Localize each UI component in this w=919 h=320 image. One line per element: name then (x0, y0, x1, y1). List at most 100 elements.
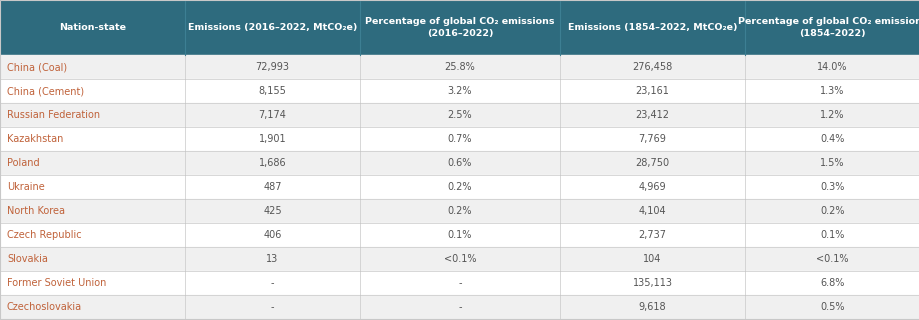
Text: 0.1%: 0.1% (820, 230, 844, 240)
Bar (560, 223, 744, 247)
Bar (744, 247, 919, 271)
Bar (0, 0, 185, 55)
Text: North Korea: North Korea (7, 206, 65, 216)
Text: Former Soviet Union: Former Soviet Union (7, 278, 107, 288)
Text: 0.5%: 0.5% (820, 302, 844, 312)
Text: Emissions (2016–2022, MtCO₂e): Emissions (2016–2022, MtCO₂e) (187, 23, 357, 32)
Text: China (Cement): China (Cement) (7, 86, 84, 96)
Text: 1.3%: 1.3% (820, 86, 844, 96)
Text: 3.2%: 3.2% (448, 86, 471, 96)
Text: 14.0%: 14.0% (816, 62, 846, 72)
Text: Czech Republic: Czech Republic (7, 230, 82, 240)
Text: -: - (270, 302, 274, 312)
Text: 0.3%: 0.3% (820, 182, 844, 192)
Bar (744, 79, 919, 103)
Bar (185, 127, 359, 151)
Text: -: - (270, 278, 274, 288)
Bar (359, 271, 560, 295)
Bar (744, 127, 919, 151)
Text: Kazakhstan: Kazakhstan (7, 134, 63, 144)
Bar (0, 199, 185, 223)
Text: 4,104: 4,104 (638, 206, 665, 216)
Bar (744, 223, 919, 247)
Bar (744, 271, 919, 295)
Text: Slovakia: Slovakia (7, 254, 48, 264)
Text: Poland: Poland (7, 158, 40, 168)
Text: 0.6%: 0.6% (448, 158, 471, 168)
Bar (744, 55, 919, 79)
Bar (0, 55, 185, 79)
Text: 425: 425 (263, 206, 281, 216)
Bar (359, 223, 560, 247)
Text: 135,113: 135,113 (632, 278, 672, 288)
Bar (0, 151, 185, 175)
Text: 0.2%: 0.2% (448, 182, 471, 192)
Text: 0.2%: 0.2% (448, 206, 471, 216)
Bar (359, 79, 560, 103)
Bar (0, 103, 185, 127)
Bar (0, 79, 185, 103)
Text: 1,686: 1,686 (258, 158, 286, 168)
Text: 276,458: 276,458 (631, 62, 672, 72)
Text: Nation-state: Nation-state (59, 23, 126, 32)
Bar (560, 0, 744, 55)
Text: 23,412: 23,412 (635, 110, 669, 120)
Text: 487: 487 (263, 182, 281, 192)
Bar (0, 223, 185, 247)
Bar (359, 0, 560, 55)
Bar (744, 199, 919, 223)
Bar (560, 247, 744, 271)
Bar (185, 55, 359, 79)
Bar (560, 271, 744, 295)
Bar (359, 55, 560, 79)
Text: 1,901: 1,901 (258, 134, 286, 144)
Text: -: - (458, 302, 461, 312)
Bar (0, 295, 185, 319)
Bar (185, 247, 359, 271)
Bar (185, 79, 359, 103)
Text: Percentage of global CO₂ emissions
(2016–2022): Percentage of global CO₂ emissions (2016… (365, 18, 554, 37)
Bar (185, 0, 359, 55)
Bar (185, 271, 359, 295)
Bar (0, 175, 185, 199)
Bar (744, 295, 919, 319)
Text: Russian Federation: Russian Federation (7, 110, 100, 120)
Bar (560, 151, 744, 175)
Text: 0.7%: 0.7% (448, 134, 471, 144)
Bar (185, 175, 359, 199)
Text: Percentage of global CO₂ emissions
(1854–2022): Percentage of global CO₂ emissions (1854… (737, 18, 919, 37)
Text: <0.1%: <0.1% (443, 254, 476, 264)
Bar (0, 247, 185, 271)
Bar (359, 247, 560, 271)
Text: 406: 406 (263, 230, 281, 240)
Text: 8,155: 8,155 (258, 86, 286, 96)
Bar (560, 199, 744, 223)
Text: 4,969: 4,969 (638, 182, 665, 192)
Text: 25.8%: 25.8% (444, 62, 475, 72)
Text: 0.2%: 0.2% (820, 206, 844, 216)
Bar (359, 175, 560, 199)
Bar (359, 103, 560, 127)
Text: 7,174: 7,174 (258, 110, 286, 120)
Text: <0.1%: <0.1% (815, 254, 848, 264)
Bar (744, 175, 919, 199)
Bar (744, 0, 919, 55)
Text: 1.2%: 1.2% (820, 110, 844, 120)
Bar (359, 127, 560, 151)
Text: 0.1%: 0.1% (448, 230, 471, 240)
Text: 6.8%: 6.8% (820, 278, 844, 288)
Bar (359, 199, 560, 223)
Bar (185, 199, 359, 223)
Text: 13: 13 (267, 254, 278, 264)
Bar (0, 271, 185, 295)
Text: 1.5%: 1.5% (820, 158, 844, 168)
Text: 104: 104 (642, 254, 661, 264)
Bar (560, 79, 744, 103)
Text: Emissions (1854–2022, MtCO₂e): Emissions (1854–2022, MtCO₂e) (567, 23, 736, 32)
Bar (185, 295, 359, 319)
Text: 72,993: 72,993 (255, 62, 289, 72)
Text: 0.4%: 0.4% (820, 134, 844, 144)
Bar (0, 127, 185, 151)
Bar (359, 295, 560, 319)
Bar (560, 295, 744, 319)
